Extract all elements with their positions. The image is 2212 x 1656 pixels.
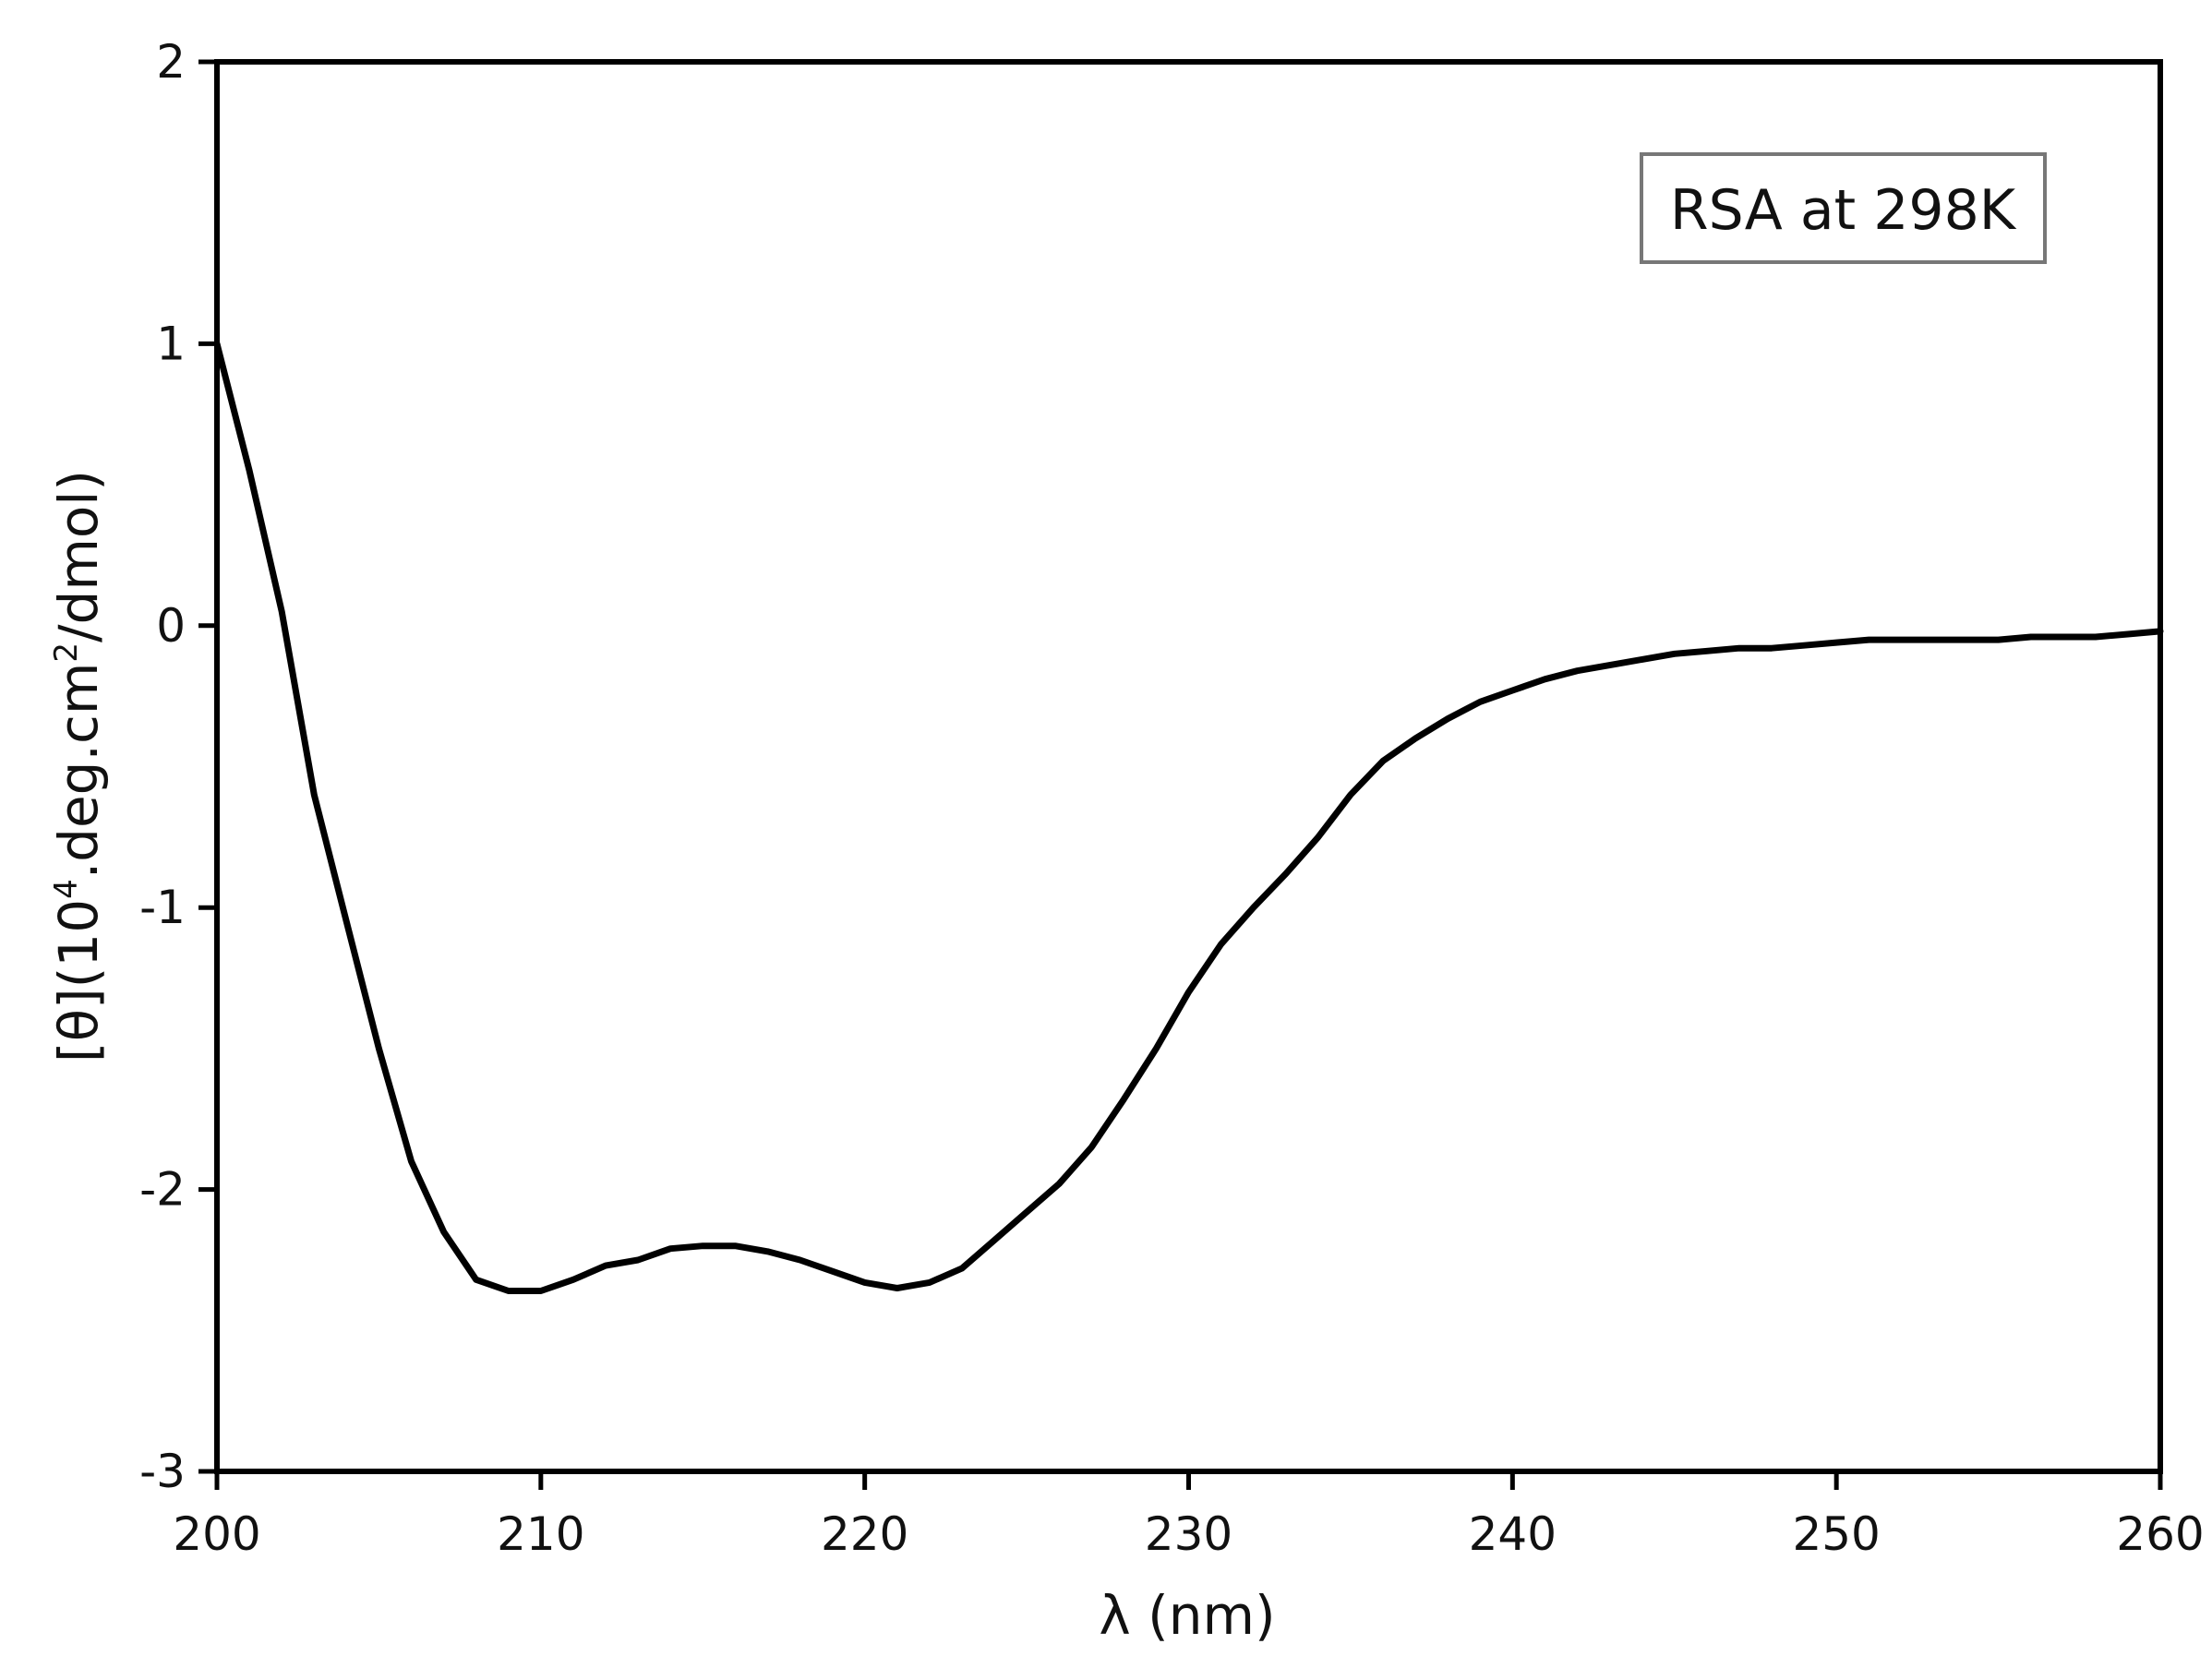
y-tick-label: 1 (156, 317, 186, 370)
series-line (213, 340, 2164, 1294)
y-axis: 2 1 0 -1 -2 -3 (139, 35, 217, 1498)
y-axis-title-sup: 4 (48, 879, 85, 899)
y-tick-label: -1 (139, 881, 186, 934)
legend-label: RSA at 298K (1670, 178, 2017, 243)
y-tick-label: 2 (156, 35, 186, 89)
x-tick-label: 220 (821, 1507, 908, 1561)
legend: RSA at 298K (1640, 152, 2047, 264)
x-tick-label: 250 (1792, 1507, 1880, 1561)
y-axis-title-sup: 2 (48, 642, 85, 663)
x-tick-label: 260 (2116, 1507, 2204, 1561)
x-axis-title: λ (nm) (1099, 1584, 1275, 1647)
y-axis-title-part: .deg.cm (47, 663, 110, 880)
x-tick-label: 210 (497, 1507, 584, 1561)
plot-area-frame (214, 59, 2163, 1474)
x-tick-label: 230 (1145, 1507, 1232, 1561)
x-tick-label: 240 (1469, 1507, 1557, 1561)
y-tick-label: -2 (139, 1163, 186, 1217)
y-axis-title-part: /dmol) (47, 470, 110, 642)
y-tick-label: 0 (156, 599, 186, 653)
x-axis: 200 210 220 230 240 250 260 (173, 1471, 2205, 1561)
y-tick-label: -3 (139, 1445, 186, 1498)
y-axis-title-part: [θ](10 (47, 899, 110, 1062)
x-tick-label: 200 (173, 1507, 260, 1561)
y-axis-title: [θ](104.deg.cm2/dmol) (47, 470, 110, 1062)
legend-box (1640, 152, 2047, 264)
